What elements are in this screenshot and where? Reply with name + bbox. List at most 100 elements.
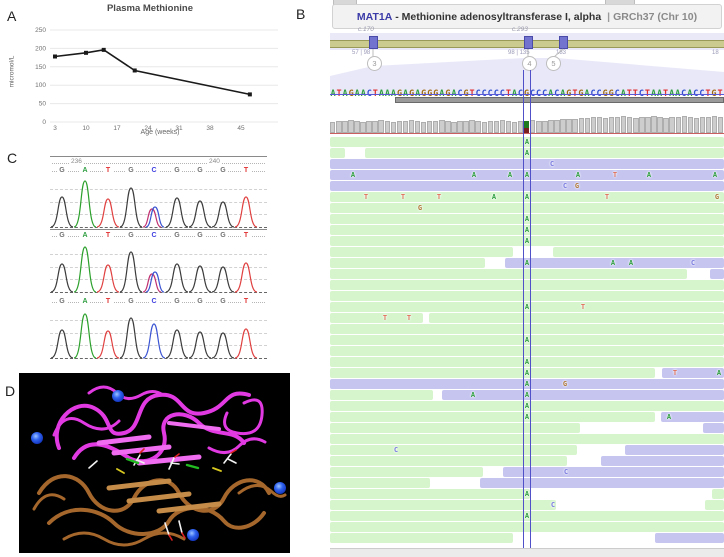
protein-structure-render	[31, 385, 287, 547]
chromatogram-peaks	[50, 180, 258, 228]
base-call-letter: G	[218, 298, 228, 305]
mismatch-base: C	[393, 446, 399, 454]
read-row	[330, 423, 580, 433]
coverage-bar	[511, 121, 518, 133]
coverage-bar	[372, 121, 378, 133]
chromatogram-gridline	[50, 201, 267, 203]
coverage-baseline	[330, 133, 724, 134]
read-row	[330, 192, 724, 202]
mismatch-base: A	[524, 380, 530, 388]
read-row	[330, 159, 724, 169]
panel-b-label: B	[296, 6, 306, 22]
coverage-bar	[699, 116, 706, 133]
mismatch-base: G	[562, 380, 568, 388]
mismatch-base: C	[549, 160, 555, 168]
coverage-bar	[378, 120, 384, 133]
exon-number-circle: 4	[522, 56, 537, 71]
mismatch-base: A	[491, 193, 497, 201]
coverage-bar	[451, 121, 457, 133]
read-row	[442, 390, 724, 400]
read-row	[330, 357, 724, 367]
base-call-letter: C	[149, 167, 159, 174]
read-row	[655, 533, 724, 543]
coverage-bar	[336, 120, 342, 133]
base-call-letter: G	[57, 298, 67, 305]
coverage-bar	[542, 120, 548, 133]
ion-sphere	[112, 390, 124, 402]
active-site-sticks	[88, 448, 237, 541]
base-call-letter: T	[241, 298, 251, 305]
base-call-letter: G	[218, 232, 228, 239]
base-call-letter: C	[149, 232, 159, 239]
coverage-bar	[487, 120, 494, 133]
mismatch-base: T	[604, 193, 610, 201]
exon-boundary-number: 18	[712, 50, 719, 56]
chart-title: Plasma Methionine	[106, 3, 194, 14]
read-row	[503, 467, 724, 477]
read-row	[330, 291, 724, 301]
read-row	[661, 412, 724, 422]
read-row	[330, 390, 433, 400]
mismatch-base: A	[524, 149, 530, 157]
mismatch-base: A	[575, 171, 581, 179]
coverage-bar	[426, 120, 433, 133]
ion-sphere	[187, 529, 199, 541]
coverage-bar	[717, 117, 724, 133]
read-row	[330, 401, 724, 411]
mismatch-base: G	[574, 182, 580, 190]
mismatch-base: A	[524, 336, 530, 344]
protein-structure-box	[19, 373, 290, 553]
mismatch-base: A	[646, 171, 652, 179]
chromatogram-gridline	[50, 332, 267, 334]
coverage-bar	[330, 121, 336, 133]
variant-cursor-right[interactable]	[529, 70, 531, 548]
exon-marker	[559, 36, 568, 49]
read-row	[330, 137, 724, 147]
x-tick-label: 31	[175, 125, 183, 132]
mismatch-base: A	[470, 391, 476, 399]
coverage-bar	[711, 116, 718, 133]
trace-separator	[50, 229, 267, 230]
mismatch-base: C	[562, 182, 568, 190]
coverage-bar	[645, 117, 651, 133]
base-call-letter: G	[126, 298, 136, 305]
coverage-bar	[560, 118, 566, 133]
mismatch-base: G	[417, 204, 423, 212]
x-axis-label: Age (weeks)	[140, 129, 180, 136]
line-chart-plot: 0 50 100 150 200 250 3 10 17 24 31 38 45	[35, 27, 278, 132]
coverage-bar	[681, 116, 688, 133]
data-point-marker	[101, 47, 106, 52]
read-row	[330, 489, 530, 499]
base-call-letter: T	[103, 167, 113, 174]
coverage-bar	[433, 121, 439, 133]
chromatogram-gridline	[50, 253, 267, 255]
coverage-bar	[657, 117, 663, 133]
chromatogram-gridline	[50, 188, 267, 190]
chromatogram-baseline	[50, 358, 267, 359]
base-call-letter: G	[57, 167, 67, 174]
read-row	[330, 258, 485, 268]
read-row	[330, 313, 423, 323]
coverage-bar	[396, 120, 403, 133]
coverage-bar	[608, 116, 615, 133]
mismatch-base: A	[524, 413, 530, 421]
read-row	[330, 214, 724, 224]
chromatogram-gridline	[50, 345, 267, 347]
read-row	[710, 269, 724, 279]
chromatogram-gridline	[50, 266, 267, 268]
base-call-letter: C	[149, 298, 159, 305]
exon-marker	[369, 36, 378, 49]
coverage-bar	[548, 119, 554, 133]
base-call-letter: G	[195, 298, 205, 305]
coverage-bar	[384, 121, 390, 133]
y-tick-label: 50	[39, 101, 47, 108]
coverage-bar	[517, 120, 524, 133]
mismatch-base: A	[524, 237, 530, 245]
coverage-bar	[675, 117, 681, 133]
exon-number-circle: 3	[367, 56, 382, 71]
coverage-bar	[572, 119, 578, 133]
variant-cursor-left[interactable]	[523, 70, 525, 548]
